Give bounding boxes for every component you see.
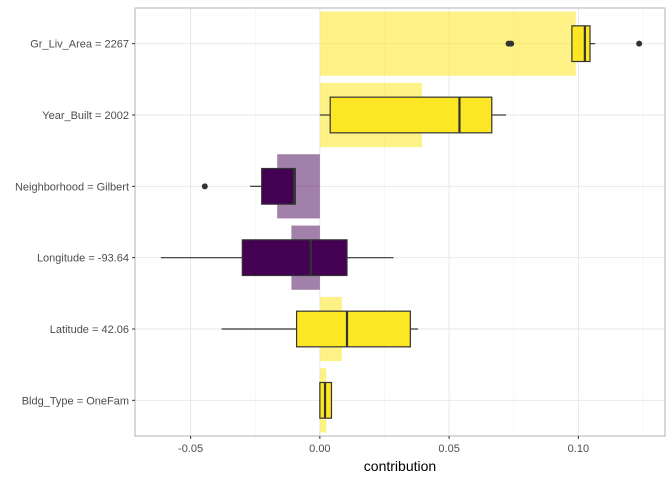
- y-tick-label: Year_Built = 2002: [42, 110, 129, 122]
- plot-border: [134, 7, 666, 437]
- x-tick-label: 0.00: [309, 443, 330, 455]
- grid-minor: [254, 8, 644, 436]
- y-tick-label: Neighborhood = Gilbert: [15, 181, 129, 193]
- box: [261, 167, 296, 205]
- x-tick-label: 0.10: [568, 443, 589, 455]
- x-tick-label: 0.05: [438, 443, 459, 455]
- box: [241, 239, 348, 277]
- y-tick-label: Gr_Liv_Area = 2267: [30, 39, 129, 51]
- mean-bar: [319, 11, 576, 76]
- y-tick-label: Bldg_Type = OneFam: [22, 395, 129, 407]
- box: [329, 96, 493, 134]
- outlier-point: [201, 183, 208, 190]
- x-axis-labels: -0.05 0.00 0.05 0.10: [178, 436, 589, 455]
- box: [295, 310, 411, 348]
- y-tick-label: Latitude = 42.06: [50, 324, 129, 336]
- x-tick-label: -0.05: [178, 443, 203, 455]
- y-tick-label: Longitude = -93.64: [37, 253, 129, 265]
- y-axis-labels: Gr_Liv_Area = 2267 Year_Built = 2002 Neigh…: [15, 39, 135, 407]
- plot-background: [135, 8, 665, 436]
- outlier-point: [636, 40, 643, 47]
- outlier-point: [508, 40, 515, 47]
- box: [571, 25, 591, 63]
- x-axis-title: contribution: [364, 458, 436, 474]
- boxplots: [160, 25, 643, 419]
